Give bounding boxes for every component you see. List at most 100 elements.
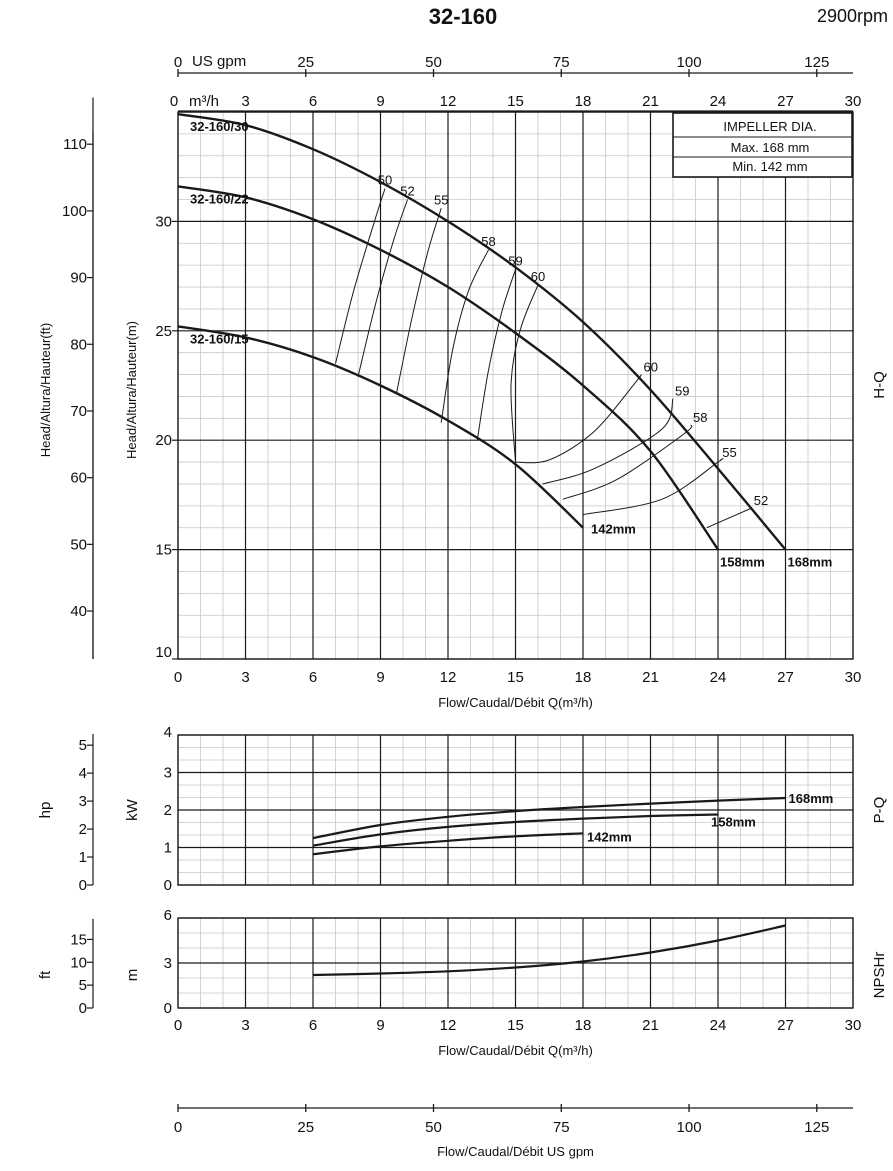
hq-curve-142mm	[177, 325, 584, 529]
efficiency-label: 50	[378, 173, 392, 188]
hq-x-tick-label: 0	[174, 669, 182, 686]
hq-x-tick-label: 12	[440, 669, 457, 686]
hq-x-tick-label: 15	[507, 669, 524, 686]
hp-tick-label: 1	[79, 849, 87, 866]
ft-tick-label: 80	[70, 336, 87, 353]
ft-tick-label: 40	[70, 603, 87, 620]
npshr-curve	[312, 924, 786, 977]
efficiency-label: 59	[675, 384, 689, 399]
top-usgpm-tick-label: 75	[553, 54, 570, 71]
top-m3h-tick-label: 24	[710, 93, 727, 110]
ft-axis-title: Head/Altura/Hauteur(ft)	[38, 323, 53, 457]
efficiency-line	[582, 458, 724, 516]
np-x-tick-label: 0	[174, 1017, 182, 1034]
top-m3h-tick-label: 30	[845, 93, 862, 110]
hq-x-tick-label: 27	[777, 669, 794, 686]
np-x-tick-label: 27	[777, 1017, 794, 1034]
top-m3h-tick-label: 12	[440, 93, 457, 110]
np-x-tick-label: 24	[710, 1017, 727, 1034]
np-x-tick-label: 6	[309, 1017, 317, 1034]
np-frame	[177, 917, 854, 1009]
hp-tick-label: 3	[79, 793, 87, 810]
np-ft-tick-label: 10	[70, 954, 87, 971]
pq-kw-tick-label: 0	[164, 877, 172, 894]
top-usgpm-tick-label: 50	[425, 54, 442, 71]
efficiency-line	[476, 269, 516, 441]
top-usgpm-unit-label: US gpm	[192, 53, 246, 70]
legend-box	[672, 112, 853, 178]
efficiency-line	[440, 249, 489, 423]
ft-tick-label: 90	[70, 270, 87, 287]
top-m3h-tick-label: 3	[241, 93, 249, 110]
efficiency-label: 55	[434, 192, 448, 207]
hp-tick-label: 2	[79, 821, 87, 838]
chart-title: 32-160	[429, 4, 498, 29]
top-usgpm-tick-label: 25	[297, 54, 314, 71]
legend-row: Max. 168 mm	[731, 140, 810, 155]
hq-x-axis-label: Flow/Caudal/Débit Q(m³/h)	[438, 695, 593, 710]
ft-tick-label: 50	[70, 536, 87, 553]
np-ft-tick-label: 0	[79, 1000, 87, 1017]
np-m-tick-label: 3	[164, 955, 172, 972]
hq-curve-168mm	[177, 113, 787, 551]
speed-label: 2900rpm	[817, 6, 888, 26]
ft-tick-label: 60	[70, 470, 87, 487]
pq-curve-label: 168mm	[789, 791, 834, 806]
top-m3h-tick-label: 21	[642, 93, 659, 110]
np-x-tick-label: 3	[241, 1017, 249, 1034]
hq-curve-tag: 32-160/15	[190, 331, 249, 346]
pq-curve-label: 158mm	[711, 815, 756, 830]
pq-curve-158mm	[312, 813, 719, 847]
hq-x-tick-label: 6	[309, 669, 317, 686]
np-x-tick-label: 9	[376, 1017, 384, 1034]
bottom-usgpm-tick-label: 0	[174, 1119, 182, 1136]
bottom-usgpm-tick-label: 25	[297, 1119, 314, 1136]
hq-curve-end-label: 168mm	[788, 555, 833, 570]
efficiency-label: 52	[754, 493, 768, 508]
curves-layer	[177, 113, 787, 977]
hq-x-tick-label: 24	[710, 669, 727, 686]
hq-x-tick-label: 18	[575, 669, 592, 686]
pq-curve-168mm	[312, 796, 786, 840]
efficiency-label: 58	[481, 234, 495, 249]
efficiency-line	[335, 188, 386, 364]
hq-y-tick-label: 25	[155, 323, 172, 340]
bottom-usgpm-axis-label: Flow/Caudal/Débit US gpm	[437, 1144, 594, 1159]
bottom-usgpm-tick-label: 125	[804, 1119, 829, 1136]
hp-axis-title: hp	[37, 802, 54, 819]
ft-tick-label: 70	[70, 403, 87, 420]
top-m3h-tick-label: 6	[309, 93, 317, 110]
ft-tick-label: 110	[63, 136, 87, 153]
efficiency-label: 60	[644, 360, 658, 375]
ft-tick-label: 100	[62, 203, 87, 220]
efficiency-line	[510, 284, 539, 463]
hq-x-tick-label: 30	[845, 669, 862, 686]
np-panel-label: NPSHr	[871, 952, 888, 999]
hp-tick-label: 0	[79, 877, 87, 894]
pq-curve-142mm	[312, 832, 584, 856]
pq-panel-label: P-Q	[871, 797, 888, 824]
hq-curve-end-label: 142mm	[591, 522, 636, 537]
efficiency-label: 60	[531, 269, 545, 284]
pq-kw-tick-label: 3	[164, 765, 172, 782]
hq-frame	[177, 111, 854, 660]
hp-tick-label: 4	[79, 765, 87, 782]
grid-layer	[87, 69, 854, 1112]
np-m-tick-label: 0	[164, 1000, 172, 1017]
top-m3h-tick-label: 15	[507, 93, 524, 110]
efficiency-line	[357, 199, 408, 377]
legend-title: IMPELLER DIA.	[723, 119, 816, 134]
hq-curve-158mm	[177, 185, 719, 551]
hq-x-tick-label: 21	[642, 669, 659, 686]
bottom-usgpm-tick-label: 100	[677, 1119, 702, 1136]
top-usgpm-tick-label: 125	[804, 54, 829, 71]
top-m3h-tick-label: 18	[575, 93, 592, 110]
bottom-usgpm-tick-label: 75	[553, 1119, 570, 1136]
efficiency-line	[395, 208, 442, 395]
np-x-tick-label: 15	[507, 1017, 524, 1034]
top-usgpm-tick-label: 0	[174, 54, 182, 71]
hq-curve-tag: 32-160/22	[190, 191, 249, 206]
top-usgpm-tick-label: 100	[677, 54, 702, 71]
